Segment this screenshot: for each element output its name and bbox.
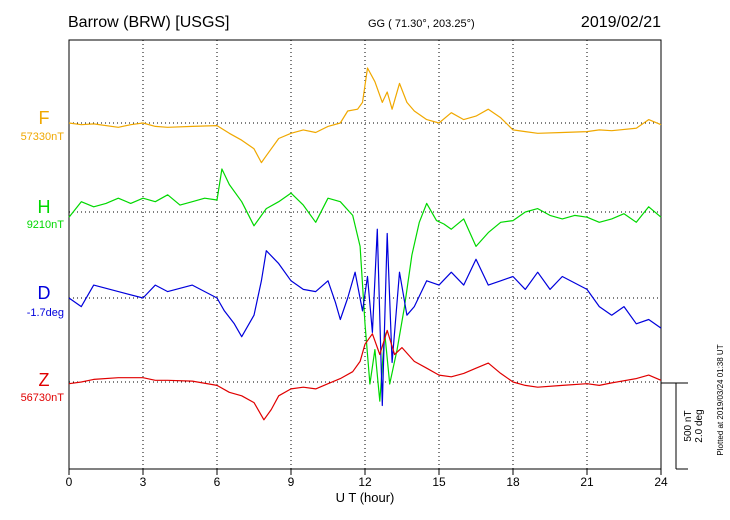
baseline-lines xyxy=(69,122,661,383)
series-group xyxy=(68,67,662,421)
series-baseline-f: 57330nT xyxy=(21,131,65,143)
x-tick-label: 24 xyxy=(654,475,668,489)
x-tick-label: 15 xyxy=(432,475,446,489)
series-line-z xyxy=(68,329,662,421)
series-line-d xyxy=(68,228,662,407)
station-title: Barrow (BRW) [USGS] xyxy=(68,14,230,31)
series-name-h: H xyxy=(38,197,51,217)
series-baseline-z: 56730nT xyxy=(21,392,65,404)
scale-deg-label: 2.0 deg xyxy=(694,409,705,442)
series-name-f: F xyxy=(39,108,50,128)
x-tick-label: 21 xyxy=(580,475,594,489)
x-tick-label: 0 xyxy=(66,475,73,489)
plotted-timestamp: Plotted at 2019/03/24 01:38 UT xyxy=(716,344,725,455)
series-baseline-h: 9210nT xyxy=(27,219,65,231)
x-axis-ticks: 0 3 6 9 12 15 18 21 24 xyxy=(66,469,668,489)
x-tick-label: 3 xyxy=(140,475,147,489)
series-name-z: Z xyxy=(39,370,50,390)
x-tick-label: 18 xyxy=(506,475,520,489)
series-labels: F 57330nT H 9210nT D -1.7deg Z 56730nT xyxy=(21,108,65,404)
series-line-h xyxy=(68,168,662,402)
series-name-d: D xyxy=(38,283,51,303)
scale-nt-label: 500 nT xyxy=(683,410,694,441)
x-tick-label: 12 xyxy=(358,475,372,489)
coordinates-label: GG ( 71.30°, 203.25°) xyxy=(368,18,475,30)
x-axis-title: U T (hour) xyxy=(336,490,395,505)
x-tick-label: 6 xyxy=(214,475,221,489)
x-tick-label: 9 xyxy=(288,475,295,489)
series-baseline-d: -1.7deg xyxy=(27,307,64,319)
grid-lines xyxy=(142,40,588,469)
series-line-f xyxy=(68,67,662,164)
date-label: 2019/02/21 xyxy=(581,14,661,31)
